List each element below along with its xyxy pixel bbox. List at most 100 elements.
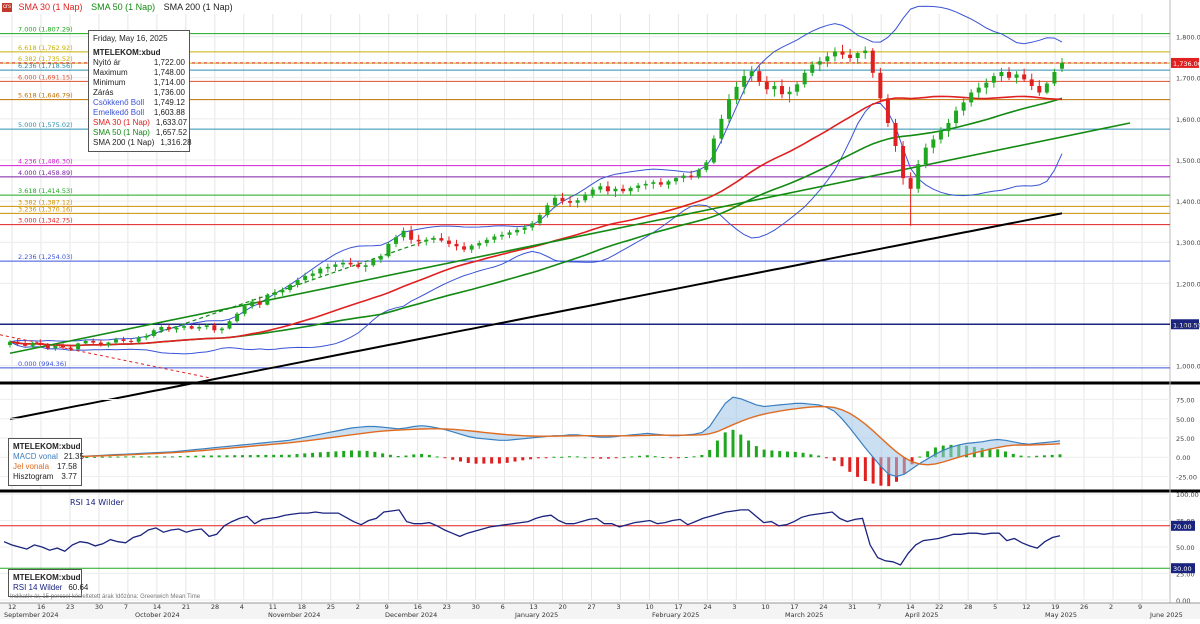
time-axis-day-tick: 10 — [645, 603, 653, 611]
macd-histogram-bar — [85, 457, 89, 458]
time-axis-day-tick: 7 — [124, 603, 128, 611]
time-axis-month-label: November 2024 — [268, 611, 320, 619]
candle-body — [23, 344, 28, 346]
macd-histogram-bar — [778, 451, 782, 458]
time-axis-day-tick: 11 — [269, 603, 277, 611]
candle-body — [795, 84, 800, 92]
candle-body — [560, 197, 565, 202]
candle-body — [265, 294, 270, 305]
ohlc-row-value: 1,736.00 — [153, 88, 185, 97]
macd-histogram-bar — [583, 457, 587, 459]
time-axis-day-tick: 23 — [443, 603, 451, 611]
time-axis-day-tick: 17 — [674, 603, 682, 611]
ohlc-info-box: Friday, May 16, 2025 MTELEKOM:xbud Nyitó… — [88, 30, 192, 152]
macd-histogram-bar — [606, 457, 610, 459]
candle-body — [779, 85, 784, 95]
macd-histogram-bar — [420, 453, 424, 458]
time-axis-day-tick: 7 — [877, 603, 881, 611]
candle-body — [219, 328, 224, 331]
fib-level-label: 7.000 (1,807.29) — [18, 26, 73, 34]
macd-histogram-bar — [544, 457, 548, 459]
level-marker-label: 1,100.55 — [1173, 321, 1200, 329]
candle-body — [621, 188, 626, 192]
ohlc-row-label: SMA 30 (1 Nap) — [93, 118, 150, 127]
macd-histogram-bar — [801, 452, 805, 458]
ohlc-row-value: 1,657.52 — [155, 128, 188, 137]
rsi-axis-tick: 50.00 — [1176, 544, 1195, 552]
macd-histogram-bar — [342, 450, 346, 458]
macd-histogram-bar — [809, 454, 813, 458]
macd-row-value: 21.35 — [63, 452, 84, 461]
candle-body — [1029, 79, 1034, 86]
macd-histogram-bar — [521, 457, 525, 461]
candle-body — [318, 268, 323, 274]
macd-histogram-bar — [147, 456, 151, 458]
fib-level-label: 2.236 (1,254.03) — [18, 253, 73, 261]
macd-row-label: MACD vonal — [13, 452, 58, 461]
logo-icon: crs — [2, 3, 12, 13]
macd-histogram-bar — [653, 456, 657, 458]
candle-body — [605, 186, 610, 192]
macd-histogram-bar — [731, 429, 735, 458]
fib-level-label: 5.000 (1,575.02) — [18, 121, 73, 129]
macd-histogram-bar — [404, 455, 408, 458]
time-axis-day-tick: 21 — [182, 603, 190, 611]
macd-histogram-bar — [747, 440, 751, 458]
candle-body — [462, 246, 467, 250]
candle-body — [734, 86, 739, 100]
macd-histogram-bar — [295, 454, 299, 458]
macd-histogram-bar — [505, 457, 509, 463]
macd-histogram-bar — [132, 456, 135, 458]
macd-histogram-bar — [209, 455, 213, 458]
macd-histogram-bar — [552, 456, 556, 458]
candle-body — [704, 162, 709, 170]
candle-body — [749, 71, 754, 77]
macd-histogram-bar — [482, 457, 486, 464]
candle-body — [363, 265, 368, 267]
candle-body — [885, 98, 890, 123]
candle-body — [60, 345, 65, 348]
price-axis-tick: 1,000.00 — [1176, 363, 1200, 371]
macd-axis-tick: 25.00 — [1176, 435, 1195, 443]
candle-body — [386, 243, 391, 257]
candle-body — [53, 345, 58, 349]
macd-histogram-bar — [93, 456, 97, 458]
candle-body — [341, 262, 346, 265]
fib-level-label: 3.236 (1,370.16) — [18, 205, 73, 213]
ohlc-row-value: 1,603.88 — [153, 108, 185, 117]
macd-histogram-bar — [100, 456, 104, 458]
macd-histogram-bar — [373, 451, 377, 458]
macd-histogram-bar — [163, 456, 167, 458]
ohlc-row: Emelkedő Boll 1,603.88 — [93, 108, 185, 118]
macd-axis-tick: 0.00 — [1176, 454, 1190, 462]
rsi-band-box — [1171, 563, 1195, 574]
candle-body — [840, 51, 845, 55]
macd-histogram-bar — [700, 455, 704, 458]
time-axis-day-tick: 17 — [790, 603, 798, 611]
candle-body — [446, 240, 451, 244]
candle-body — [530, 223, 535, 228]
ohlc-row-value: 1,316.28 — [160, 138, 192, 147]
ohlc-row-label: Emelkedő Boll — [93, 108, 145, 117]
candle-body — [182, 326, 187, 328]
candle-body — [681, 175, 686, 179]
candle-body — [295, 280, 300, 286]
macd-histogram-bar — [287, 454, 291, 458]
candle-body — [870, 50, 875, 73]
time-axis-day-tick: 30 — [472, 603, 480, 611]
candle-body — [424, 239, 429, 242]
candle-body — [416, 239, 421, 242]
macd-histogram-bar — [427, 454, 431, 458]
macd-cloud-fill — [79, 397, 1060, 477]
candle-body — [787, 91, 792, 95]
candle-body — [431, 238, 436, 240]
macd-histogram-bar — [560, 456, 564, 458]
candle-body — [568, 201, 573, 203]
candle-body — [303, 275, 308, 281]
macd-histogram-bar — [279, 454, 283, 458]
candle-body — [961, 102, 966, 111]
time-axis-day-tick: 24 — [703, 603, 711, 611]
candle-body — [204, 325, 209, 327]
macd-histogram-bar — [1058, 454, 1062, 458]
macd-histogram-bar — [1050, 454, 1054, 458]
